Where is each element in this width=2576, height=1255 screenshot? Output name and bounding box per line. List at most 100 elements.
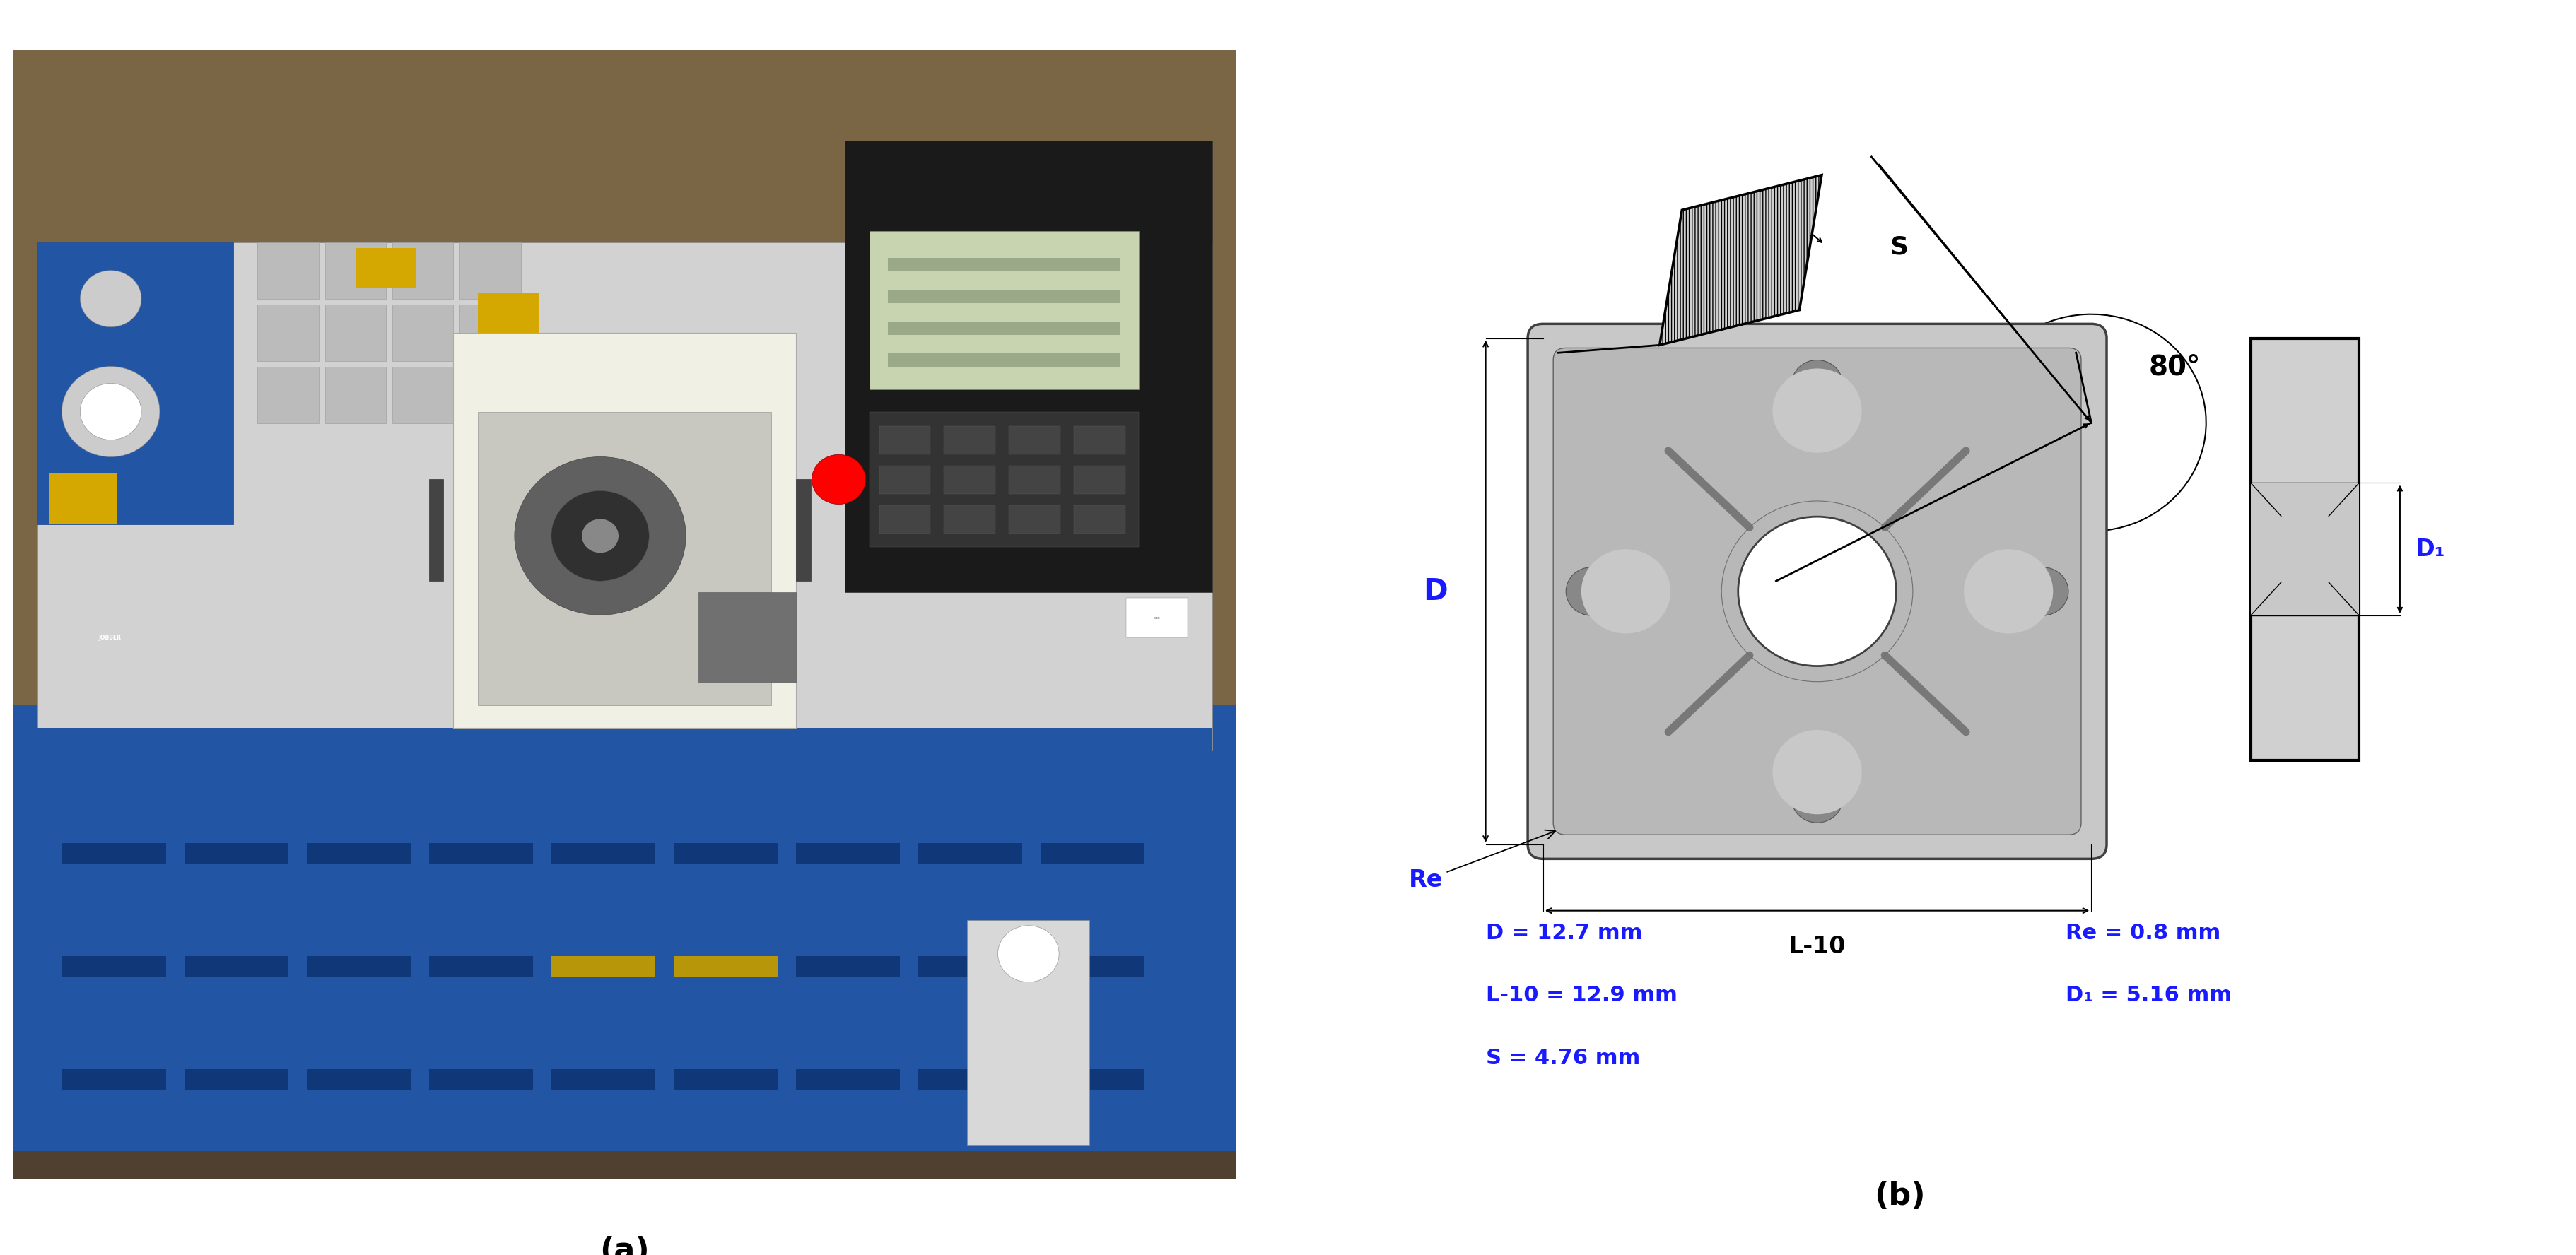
- Bar: [392, 242, 453, 299]
- Bar: [428, 956, 533, 976]
- Bar: [1074, 506, 1126, 533]
- Bar: [479, 294, 538, 333]
- Bar: [307, 1069, 410, 1089]
- Bar: [917, 1069, 1023, 1089]
- Bar: [392, 305, 453, 361]
- Text: JOBBER: JOBBER: [98, 634, 121, 641]
- Circle shape: [80, 384, 142, 441]
- Bar: [969, 920, 1090, 1146]
- Circle shape: [582, 520, 618, 552]
- Bar: [551, 956, 654, 976]
- Bar: [325, 242, 386, 299]
- Bar: [675, 843, 778, 863]
- Circle shape: [1793, 360, 1842, 408]
- Bar: [943, 506, 994, 533]
- Text: Re = 0.8 mm: Re = 0.8 mm: [2066, 922, 2221, 944]
- Circle shape: [1793, 774, 1842, 823]
- Circle shape: [62, 366, 160, 457]
- Bar: [13, 1152, 1236, 1180]
- Bar: [1010, 466, 1061, 494]
- Bar: [551, 956, 654, 976]
- Bar: [428, 479, 443, 581]
- Bar: [675, 956, 778, 976]
- Bar: [2251, 483, 2360, 615]
- Text: S: S: [1891, 235, 1909, 259]
- Bar: [1074, 466, 1126, 494]
- Bar: [917, 956, 1023, 976]
- Bar: [183, 1069, 289, 1089]
- Text: D = 12.7 mm: D = 12.7 mm: [1486, 922, 1641, 944]
- Bar: [878, 506, 930, 533]
- Bar: [258, 242, 319, 299]
- Text: (a): (a): [600, 1236, 649, 1255]
- Bar: [889, 290, 1121, 304]
- Bar: [258, 366, 319, 423]
- Text: Re: Re: [1409, 830, 1556, 891]
- Bar: [36, 728, 1211, 784]
- Bar: [36, 242, 232, 525]
- Bar: [62, 843, 165, 863]
- Bar: [325, 305, 386, 361]
- Bar: [1041, 843, 1144, 863]
- Bar: [258, 305, 319, 361]
- Bar: [1126, 599, 1188, 638]
- Bar: [943, 427, 994, 454]
- Text: CCC: CCC: [1154, 617, 1159, 620]
- Circle shape: [80, 271, 142, 328]
- Circle shape: [1739, 517, 1896, 666]
- Text: S = 4.76 mm: S = 4.76 mm: [1486, 1048, 1641, 1068]
- FancyBboxPatch shape: [1553, 348, 2081, 835]
- Bar: [183, 843, 289, 863]
- Text: L-10 = 12.9 mm: L-10 = 12.9 mm: [1486, 985, 1677, 1005]
- Bar: [796, 479, 811, 581]
- Bar: [36, 242, 1211, 750]
- Text: 80°: 80°: [2148, 354, 2200, 380]
- Bar: [459, 242, 520, 299]
- Circle shape: [997, 926, 1059, 981]
- Bar: [889, 259, 1121, 271]
- Bar: [878, 466, 930, 494]
- Bar: [675, 1069, 778, 1089]
- Bar: [459, 366, 520, 423]
- Bar: [1074, 427, 1126, 454]
- FancyBboxPatch shape: [1528, 324, 2107, 858]
- Circle shape: [515, 457, 685, 615]
- Bar: [878, 427, 930, 454]
- Circle shape: [1772, 369, 1862, 453]
- Bar: [13, 705, 1236, 1180]
- Bar: [479, 412, 773, 705]
- Bar: [943, 466, 994, 494]
- Bar: [551, 1069, 654, 1089]
- Bar: [889, 353, 1121, 366]
- Bar: [183, 956, 289, 976]
- Bar: [889, 321, 1121, 335]
- Bar: [796, 843, 899, 863]
- Text: D: D: [1422, 576, 1448, 606]
- Circle shape: [811, 454, 866, 505]
- Text: L-10: L-10: [1788, 935, 1847, 958]
- Bar: [698, 592, 796, 683]
- Bar: [675, 956, 778, 976]
- Circle shape: [1566, 567, 1618, 615]
- Polygon shape: [1659, 174, 1821, 345]
- Circle shape: [1772, 730, 1862, 814]
- Text: D₁: D₁: [2416, 537, 2445, 561]
- Bar: [868, 412, 1139, 547]
- Bar: [49, 473, 116, 525]
- Bar: [796, 1069, 899, 1089]
- Bar: [428, 843, 533, 863]
- Bar: [307, 843, 410, 863]
- Text: (b): (b): [1875, 1181, 1927, 1211]
- Bar: [845, 141, 1211, 592]
- Bar: [1010, 506, 1061, 533]
- Text: D₁ = 5.16 mm: D₁ = 5.16 mm: [2066, 985, 2231, 1005]
- Bar: [459, 305, 520, 361]
- Bar: [796, 956, 899, 976]
- Bar: [2251, 339, 2360, 761]
- Bar: [1041, 1069, 1144, 1089]
- Bar: [868, 231, 1139, 389]
- Bar: [453, 333, 796, 728]
- Circle shape: [551, 491, 649, 581]
- Bar: [917, 843, 1023, 863]
- Bar: [62, 956, 165, 976]
